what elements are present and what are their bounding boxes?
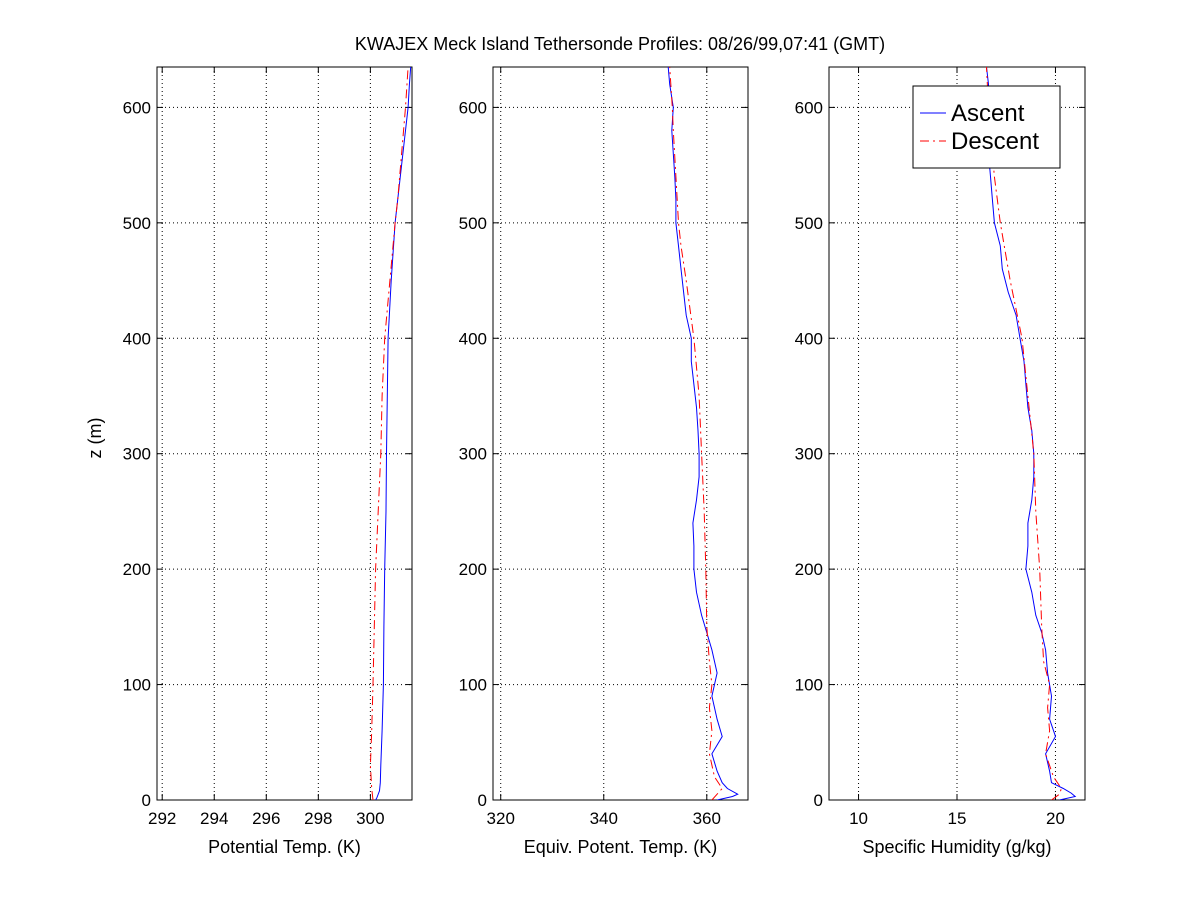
potential-temp-x-axis-label: Potential Temp. (K): [208, 837, 361, 857]
equiv-potent-temp-x-tick-label: 340: [590, 809, 618, 828]
specific-humidity-y-tick-label: 500: [795, 214, 823, 233]
equiv-potent-temp-x-tick-label: 360: [693, 809, 721, 828]
potential-temp-x-tick-label: 294: [200, 809, 228, 828]
specific-humidity-series-ascent: [985, 67, 1077, 800]
specific-humidity-y-tick-label: 200: [795, 560, 823, 579]
potential-temp-series-ascent: [375, 67, 412, 800]
equiv-potent-temp-y-tick-label: 600: [459, 98, 487, 117]
equiv-potent-temp-series-ascent: [667, 67, 739, 800]
equiv-potent-temp-y-tick-label: 500: [459, 214, 487, 233]
specific-humidity-x-tick-label: 15: [948, 809, 967, 828]
legend-label-descent: Descent: [951, 128, 1039, 155]
equiv-potent-temp-x-axis-label: Equiv. Potent. Temp. (K): [524, 837, 717, 857]
equiv-potent-temp-y-tick-label: 400: [459, 329, 487, 348]
specific-humidity-y-tick-label: 400: [795, 329, 823, 348]
potential-temp-y-tick-label: 100: [123, 676, 151, 695]
specific-humidity-y-tick-label: 0: [814, 791, 823, 810]
potential-temp-x-tick-label: 300: [356, 809, 384, 828]
potential-temp-x-tick-label: 298: [304, 809, 332, 828]
potential-temp-axes-box: [156, 66, 413, 801]
equiv-potent-temp-axes-box: [492, 66, 749, 801]
specific-humidity-x-tick-label: 20: [1046, 809, 1065, 828]
y-axis-label: z (m): [85, 418, 105, 459]
panel-equivalent-potential-temperature: 320 340 360 0 100 200 300 400 500 600 Equiv. Poten…: [459, 66, 749, 857]
specific-humidity-series-descent: [986, 67, 1062, 800]
specific-humidity-x-tick-label: 10: [849, 809, 868, 828]
equiv-potent-temp-series-descent: [669, 67, 723, 800]
potential-temp-y-tick-label: 500: [123, 214, 151, 233]
specific-humidity-y-tick-label: 100: [795, 676, 823, 695]
equiv-potent-temp-x-tick-label: 320: [487, 809, 515, 828]
legend-label-ascent: Ascent: [951, 100, 1025, 127]
potential-temp-y-tick-label: 0: [142, 791, 151, 810]
potential-temp-y-tick-label: 300: [123, 445, 151, 464]
figure-title: KWAJEX Meck Island Tethersonde Profiles:…: [355, 34, 885, 54]
equiv-potent-temp-y-tick-label: 100: [459, 676, 487, 695]
specific-humidity-axes-box: [828, 66, 1086, 801]
potential-temp-x-tick-label: 296: [252, 809, 280, 828]
equiv-potent-temp-y-tick-label: 300: [459, 445, 487, 464]
potential-temp-x-tick-label: 292: [148, 809, 176, 828]
equiv-potent-temp-y-tick-label: 200: [459, 560, 487, 579]
potential-temp-y-tick-label: 200: [123, 560, 151, 579]
panel-potential-temperature: 292 294 296 298 300 0 100 200 300 400 500 600 Potent…: [123, 66, 413, 857]
specific-humidity-y-tick-label: 300: [795, 445, 823, 464]
specific-humidity-x-axis-label: Specific Humidity (g/kg): [862, 837, 1051, 857]
specific-humidity-y-tick-label: 600: [795, 98, 823, 117]
equiv-potent-temp-y-tick-label: 0: [478, 791, 487, 810]
potential-temp-y-tick-label: 400: [123, 329, 151, 348]
legend-box: [912, 85, 1061, 169]
potential-temp-series-descent: [369, 67, 409, 800]
potential-temp-y-tick-label: 600: [123, 98, 151, 117]
